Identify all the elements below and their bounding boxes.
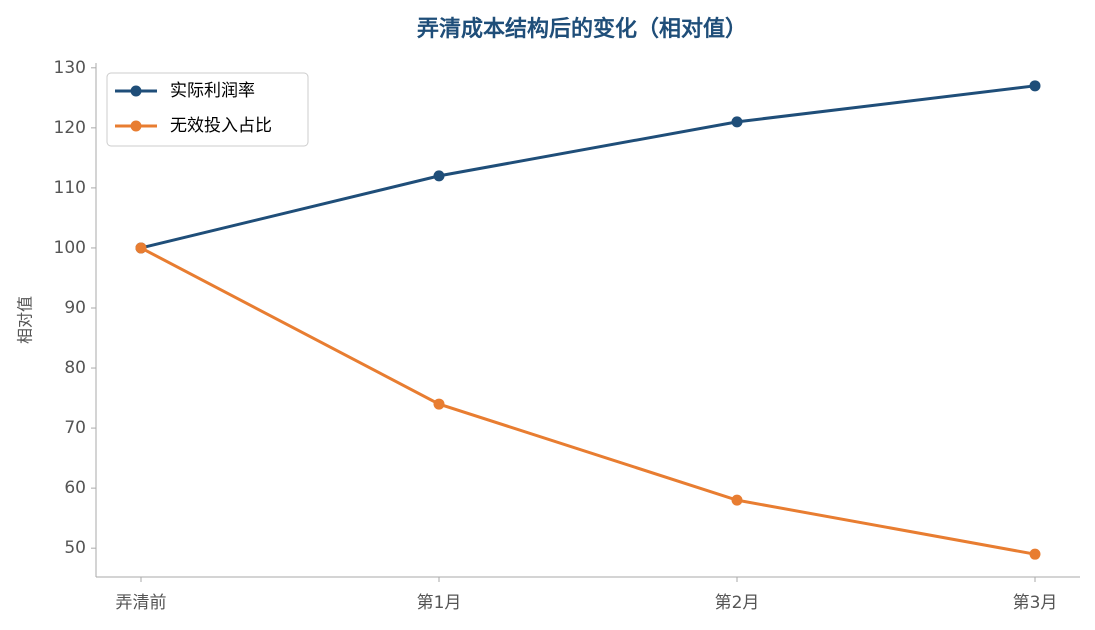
y-tick-label: 100 bbox=[54, 238, 86, 258]
y-tick-label: 120 bbox=[54, 118, 86, 138]
point bbox=[433, 170, 445, 182]
legend-label: 实际利润率 bbox=[170, 81, 255, 101]
legend-marker bbox=[130, 85, 142, 97]
legend-label: 无效投入占比 bbox=[170, 116, 272, 136]
y-tick-label: 60 bbox=[64, 478, 86, 498]
chart-title: 弄清成本结构后的变化（相对值） bbox=[417, 16, 747, 42]
x-tick-label: 第3月 bbox=[1013, 593, 1058, 613]
y-axis-label: 相对值 bbox=[16, 296, 35, 344]
y-tick-label: 50 bbox=[64, 538, 86, 558]
y-tick-label: 130 bbox=[54, 58, 86, 78]
point bbox=[1029, 80, 1041, 92]
point bbox=[135, 242, 147, 254]
y-tick-label: 110 bbox=[54, 178, 86, 198]
line bbox=[140, 246, 1036, 556]
line bbox=[140, 84, 1036, 250]
point bbox=[731, 116, 743, 128]
x-tick-label: 第1月 bbox=[417, 593, 462, 613]
legend-marker bbox=[130, 120, 142, 132]
y-tick-label: 90 bbox=[64, 298, 86, 318]
x-tick-label: 弄清前 bbox=[116, 593, 167, 613]
legend-box bbox=[106, 72, 309, 147]
x-tick-label: 第2月 bbox=[715, 593, 760, 613]
y-tick-label: 70 bbox=[64, 418, 86, 438]
y-tick-label: 80 bbox=[64, 358, 86, 378]
point bbox=[731, 494, 743, 506]
point bbox=[1029, 548, 1041, 560]
point bbox=[433, 398, 445, 410]
